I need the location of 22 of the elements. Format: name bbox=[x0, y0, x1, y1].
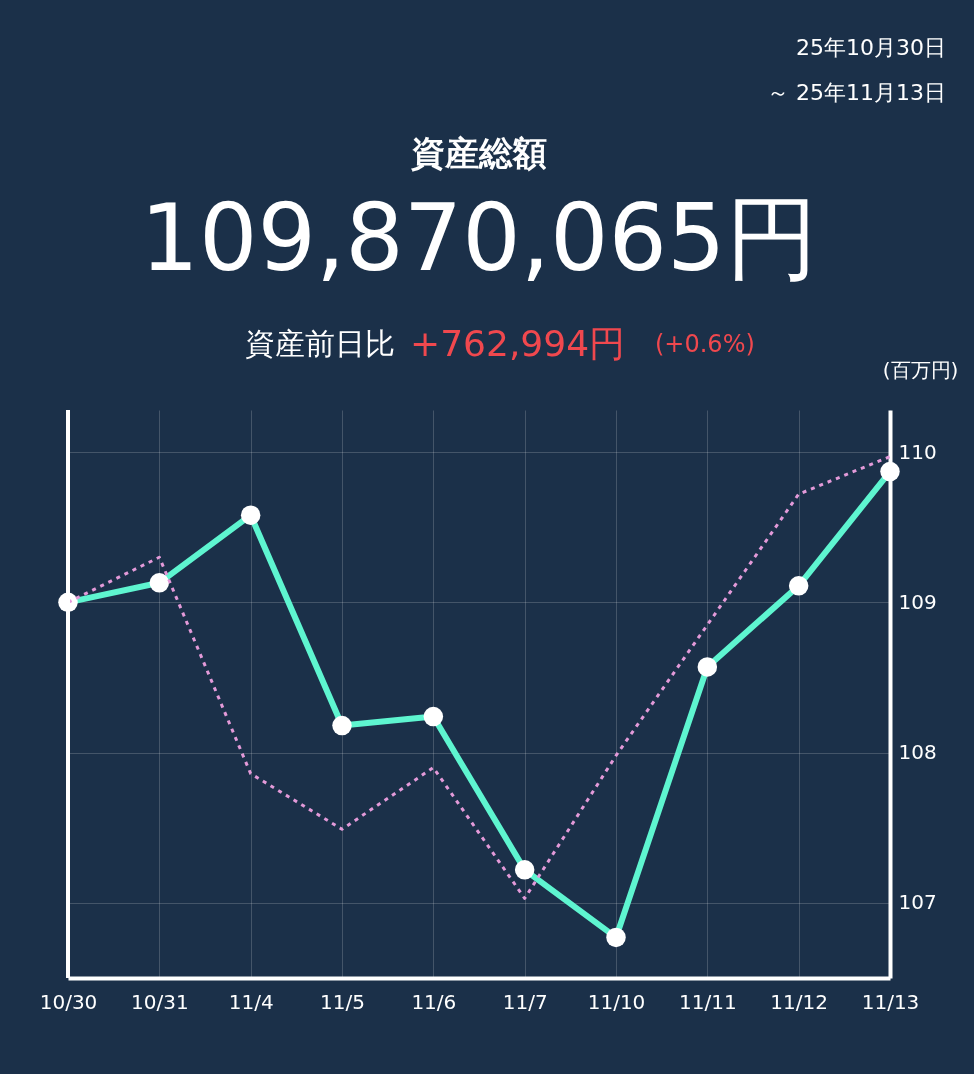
chart-subtitle: 109,870,065円 bbox=[140, 185, 818, 292]
chart-title: 資産総額 bbox=[410, 133, 547, 173]
x-tick-label: 11/11 bbox=[679, 989, 737, 1014]
x-tick-label: 11/7 bbox=[502, 989, 548, 1014]
x-tick-label: 11/13 bbox=[861, 989, 920, 1014]
y-axis-title: (百万円) bbox=[882, 357, 959, 382]
y-tick-label: 110 bbox=[898, 439, 937, 464]
text: +762,994円 bbox=[410, 323, 626, 364]
text: 資産前日比 bbox=[245, 326, 395, 361]
text: ～ 25年11月13日 bbox=[767, 80, 946, 105]
y-tick-label: 108 bbox=[898, 740, 937, 765]
y-tick-label: 107 bbox=[898, 890, 937, 915]
x-tick-label: 10/31 bbox=[131, 989, 189, 1014]
x-tick-label: 11/12 bbox=[770, 989, 828, 1014]
x-tick-label: 10/30 bbox=[39, 989, 98, 1014]
x-tick-label: 11/5 bbox=[320, 989, 365, 1014]
text: (+0.6%) bbox=[655, 330, 755, 358]
x-tick-label: 11/4 bbox=[228, 989, 274, 1014]
y-tick-label: 109 bbox=[898, 589, 937, 614]
x-tick-label: 11/6 bbox=[411, 989, 457, 1014]
text: 25年10月30日 bbox=[796, 35, 946, 60]
x-tick-label: 11/10 bbox=[587, 989, 646, 1014]
